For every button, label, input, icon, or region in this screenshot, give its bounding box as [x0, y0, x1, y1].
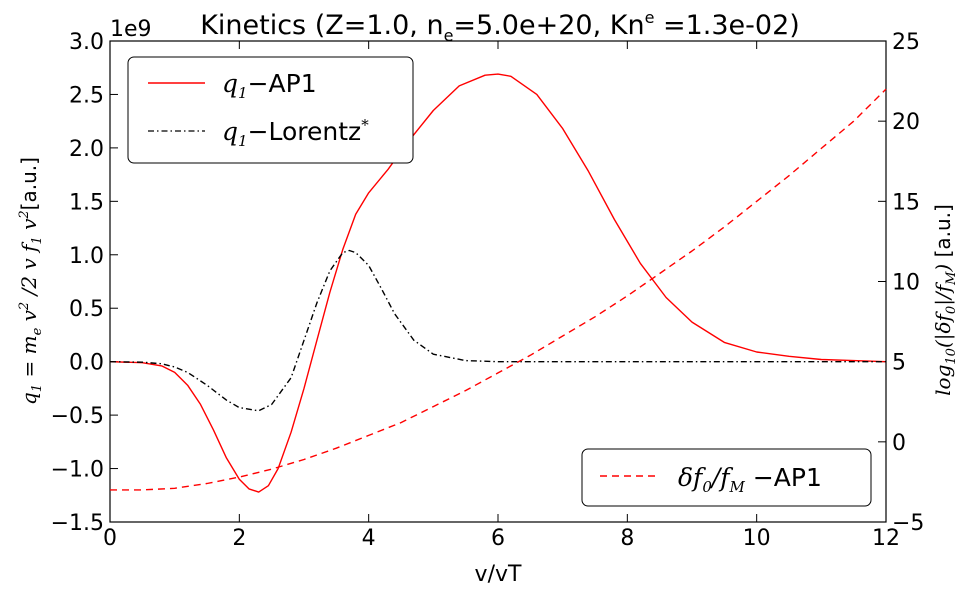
right-tick-label: 0: [892, 431, 906, 456]
legend-lower-right: δf0/fM −AP1: [581, 448, 872, 507]
svg-text:log10(|δf0|/fM) [a.u.]: log10(|δf0|/fM) [a.u.]: [931, 204, 959, 396]
series-line-q1-ap1: [109, 73, 887, 493]
left-tick-label: 3.0: [69, 30, 104, 55]
legend-label-q1-lorentz: q1−Lorentz*: [222, 116, 369, 150]
x-tick-label: 12: [872, 526, 900, 551]
right-tick-label: −5: [892, 511, 924, 536]
left-tick-label: −1.5: [51, 511, 104, 536]
x-tick-label: 10: [743, 526, 771, 551]
left-axis-label: q1 = me v2 /2 v f1 v2[a.u.]: [17, 157, 45, 405]
left-tick-label: 2.5: [69, 83, 104, 108]
x-tick-label: 2: [232, 526, 246, 551]
left-tick-label: −1.0: [51, 458, 104, 483]
x-tick-label: 4: [362, 526, 376, 551]
svg-text:q1 = me v2 /2 v f1 v2[a.u.]: q1 = me v2 /2 v f1 v2[a.u.]: [17, 157, 45, 405]
right-tick-label: 25: [892, 30, 920, 55]
x-axis-ticks: 0 2 4 6 8 10 12: [103, 41, 900, 551]
x-tick-label: 0: [103, 526, 117, 551]
right-tick-label: 15: [892, 190, 920, 215]
right-tick-label: 20: [892, 110, 920, 135]
legend-label-df0-ap1: δf0/fM −AP1: [678, 463, 822, 496]
left-tick-label: 0.0: [69, 351, 104, 376]
legend-label-q1-ap1: q1−AP1: [222, 69, 317, 102]
series-line-q1-lorentz-: [109, 249, 886, 412]
right-tick-label: 10: [892, 271, 920, 296]
legend-box-right: [581, 448, 872, 507]
legend-upper-left: q1−AP1 q1−Lorentz*: [127, 56, 414, 164]
right-tick-label: 5: [892, 351, 906, 376]
series-layer: [109, 73, 887, 493]
right-axis-label: log10(|δf0|/fM) [a.u.]: [931, 204, 959, 396]
left-axis-ticks: −1.5 −1.0 −0.5 0.0 0.5 1.0 1.5 2.0 2.5 3.0: [51, 30, 118, 536]
left-tick-label: −0.5: [51, 404, 104, 429]
left-tick-label: 1.0: [69, 244, 104, 269]
left-tick-label: 1.5: [69, 190, 104, 215]
x-tick-label: 6: [491, 526, 505, 551]
x-tick-label: 8: [620, 526, 634, 551]
right-axis-ticks: −5 0 5 10 15 20 25: [878, 30, 924, 536]
left-tick-label: 2.0: [69, 137, 104, 162]
left-axis-offset-text: 1e9: [110, 17, 152, 42]
left-tick-label: 0.5: [69, 297, 104, 322]
x-axis-label: v/vT: [475, 562, 522, 587]
chart-title: Kinetics (Z=1.0, ne=5.0e+20, Kne =1.3e-0…: [200, 8, 800, 45]
series-line--f0-fm-ap1: [110, 88, 887, 491]
